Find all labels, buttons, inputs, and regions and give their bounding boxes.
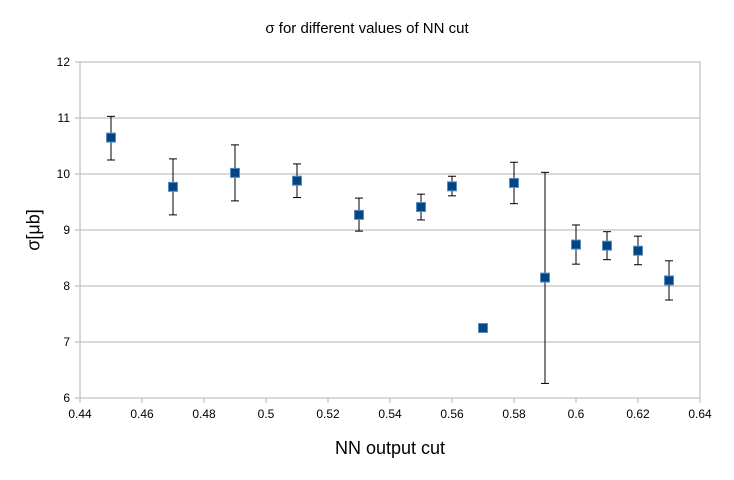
x-tick-label: 0.44 bbox=[68, 407, 92, 421]
y-tick-label: 6 bbox=[63, 391, 70, 405]
y-tick-label: 12 bbox=[57, 55, 71, 69]
x-tick-label: 0.46 bbox=[130, 407, 154, 421]
x-tick-label: 0.6 bbox=[568, 407, 585, 421]
x-tick-label: 0.52 bbox=[316, 407, 340, 421]
data-point bbox=[354, 209, 364, 220]
x-tick-label: 0.54 bbox=[378, 407, 402, 421]
x-tick-label: 0.64 bbox=[688, 407, 712, 421]
data-point bbox=[447, 181, 457, 192]
data-point bbox=[106, 132, 116, 143]
data-point bbox=[230, 167, 240, 178]
data-point bbox=[478, 323, 488, 333]
x-tick-label: 0.5 bbox=[258, 407, 275, 421]
x-tick-label: 0.62 bbox=[626, 407, 650, 421]
data-point bbox=[540, 272, 550, 283]
data-points bbox=[106, 132, 674, 333]
data-point bbox=[602, 240, 612, 251]
data-point bbox=[292, 175, 302, 186]
data-point bbox=[633, 245, 643, 256]
data-point bbox=[168, 181, 178, 192]
tick-labels: 6 7 8 9 10 11 12 0.44 0.46 0.48 0.5 0.52 0.54 0.56 0.5… bbox=[57, 55, 712, 421]
data-point bbox=[416, 202, 426, 213]
y-tick-label: 9 bbox=[63, 223, 70, 237]
y-tick-label: 7 bbox=[63, 335, 70, 349]
axes bbox=[75, 61, 701, 403]
x-tick-label: 0.58 bbox=[502, 407, 526, 421]
y-tick-label: 11 bbox=[58, 111, 71, 125]
data-point bbox=[509, 177, 519, 188]
y-tick-label: 8 bbox=[63, 279, 70, 293]
error-bars bbox=[107, 115, 673, 384]
data-point bbox=[571, 239, 581, 250]
y-axis-label: σ[μb] bbox=[23, 209, 44, 251]
grid-lines bbox=[80, 61, 700, 399]
x-tick-label: 0.56 bbox=[440, 407, 464, 421]
data-point bbox=[664, 275, 674, 286]
x-axis-label: NN output cut bbox=[334, 438, 446, 458]
x-tick-label: 0.48 bbox=[192, 407, 216, 421]
y-tick-label: 10 bbox=[57, 167, 71, 181]
chart-title: σ for different values of NN cut bbox=[265, 20, 469, 37]
